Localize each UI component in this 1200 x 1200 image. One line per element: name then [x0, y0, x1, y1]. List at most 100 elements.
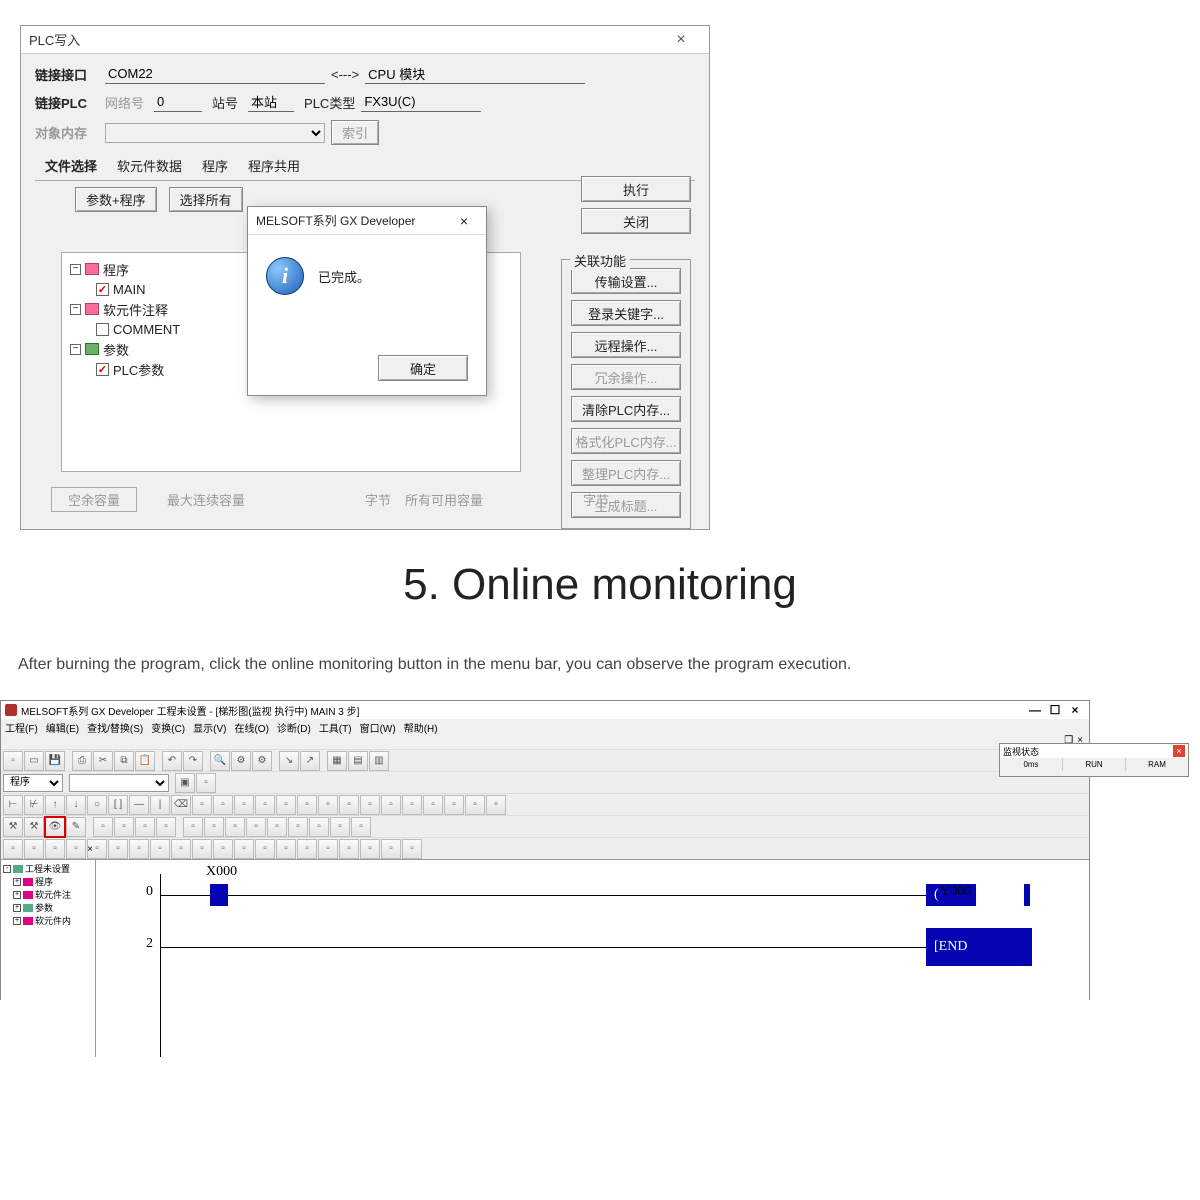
tree-item[interactable]: 软元件注	[35, 888, 71, 901]
tool-icon[interactable]: ▫	[276, 795, 296, 815]
tool-icon[interactable]: ▫	[196, 773, 216, 793]
tool-icon[interactable]: ▫	[351, 817, 371, 837]
register-keyword-button[interactable]: 登录关键字...	[571, 300, 681, 326]
tool-icon[interactable]: ▫	[255, 839, 275, 859]
free-capacity-button[interactable]: 空余容量	[51, 487, 137, 512]
menu-project[interactable]: 工程(F)	[5, 720, 38, 735]
transfer-settings-button[interactable]: 传输设置...	[571, 268, 681, 294]
tool-icon[interactable]: ⚙	[231, 751, 251, 771]
monitor-mode-icon[interactable]: 👁	[45, 817, 65, 837]
menu-window[interactable]: 窗口(W)	[360, 720, 396, 735]
tool-icon[interactable]: ▫	[276, 839, 296, 859]
menu-diagnostics[interactable]: 诊断(D)	[277, 720, 311, 735]
tool-icon[interactable]: ▫	[45, 839, 65, 859]
tool-icon[interactable]: ▫	[234, 795, 254, 815]
tree-leaf-plc-params[interactable]: PLC参数	[113, 360, 164, 379]
tool-icon[interactable]: ▫	[339, 795, 359, 815]
maximize-icon[interactable]: ☐	[1045, 703, 1065, 717]
target-input[interactable]	[365, 64, 585, 84]
end-instruction[interactable]: [END	[926, 928, 1032, 966]
tool-icon[interactable]: ▫	[288, 817, 308, 837]
tree-leaf-main[interactable]: MAIN	[113, 282, 146, 297]
expand-icon[interactable]: +	[13, 891, 21, 899]
undo-icon[interactable]: ↶	[162, 751, 182, 771]
clear-plc-memory-button[interactable]: 清除PLC内存...	[571, 396, 681, 422]
new-icon[interactable]: ▫	[3, 751, 23, 771]
close-button[interactable]: 关闭	[581, 208, 691, 234]
tool-icon[interactable]: ▫	[183, 817, 203, 837]
function-icon[interactable]: [ ]	[108, 795, 128, 815]
expand-icon[interactable]: −	[70, 264, 81, 275]
menu-find[interactable]: 查找/替换(S)	[87, 720, 143, 735]
print-icon[interactable]: ⎙	[72, 751, 92, 771]
paste-icon[interactable]: 📋	[135, 751, 155, 771]
remote-operation-button[interactable]: 远程操作...	[571, 332, 681, 358]
tool-icon[interactable]: ▫	[213, 795, 233, 815]
copy-icon[interactable]: ⧉	[114, 751, 134, 771]
menu-help[interactable]: 帮助(H)	[404, 720, 438, 735]
expand-icon[interactable]: −	[70, 344, 81, 355]
tool-icon[interactable]: ▫	[360, 839, 380, 859]
tree-item[interactable]: 参数	[35, 901, 53, 914]
tool-icon[interactable]: ▫	[108, 839, 128, 859]
menu-online[interactable]: 在线(O)	[234, 720, 268, 735]
tool-icon[interactable]: ▫	[225, 817, 245, 837]
execute-button[interactable]: 执行	[581, 176, 691, 202]
tab-program-common[interactable]: 程序共用	[238, 153, 310, 180]
contact-nc-icon[interactable]: ⊬	[24, 795, 44, 815]
redo-icon[interactable]: ↷	[183, 751, 203, 771]
tool-icon[interactable]: ⚙	[252, 751, 272, 771]
tool-icon[interactable]: ▫	[150, 839, 170, 859]
tool-icon[interactable]: ▫	[330, 817, 350, 837]
tab-file-select[interactable]: 文件选择	[35, 153, 107, 180]
checkbox-main[interactable]: ✓	[96, 283, 109, 296]
tree-root[interactable]: 工程未设置	[25, 862, 70, 875]
tool-icon[interactable]: ▥	[369, 751, 389, 771]
del-hline-icon[interactable]: ⌫	[171, 795, 191, 815]
tool-icon[interactable]: ▫	[381, 839, 401, 859]
menu-tools[interactable]: 工具(T)	[319, 720, 352, 735]
expand-icon[interactable]: +	[13, 878, 21, 886]
program-combo[interactable]: 程序	[3, 774, 63, 792]
build-icon[interactable]: ⚒	[3, 817, 23, 837]
tool-icon[interactable]: ▫	[93, 817, 113, 837]
expand-icon[interactable]: +	[13, 904, 21, 912]
network-input[interactable]	[154, 92, 202, 112]
tree-leaf-comment[interactable]: COMMENT	[113, 322, 180, 337]
menu-edit[interactable]: 编辑(E)	[46, 720, 79, 735]
tool-icon[interactable]: ▫	[267, 817, 287, 837]
tool-icon[interactable]: ▫	[24, 839, 44, 859]
tool-icon[interactable]: ▫	[246, 817, 266, 837]
expand-icon[interactable]: -	[3, 865, 11, 873]
tree-node-program[interactable]: 程序	[103, 260, 129, 279]
param-program-button[interactable]: 参数+程序	[75, 187, 157, 212]
save-icon[interactable]: 💾	[45, 751, 65, 771]
tool-icon[interactable]: ▫	[381, 795, 401, 815]
tree-node-params[interactable]: 参数	[103, 340, 129, 359]
tool-icon[interactable]: ▫	[3, 839, 23, 859]
checkbox-comment[interactable]	[96, 323, 109, 336]
tool-icon[interactable]: ▫	[114, 817, 134, 837]
expand-icon[interactable]: −	[70, 304, 81, 315]
tool-icon[interactable]: ▫	[339, 839, 359, 859]
tool-icon[interactable]: ▫	[402, 795, 422, 815]
tool-icon[interactable]: ▫	[297, 839, 317, 859]
info-modal-close-icon[interactable]: ×	[450, 213, 478, 229]
port-input[interactable]	[105, 64, 325, 84]
contact-p-icon[interactable]: ↑	[45, 795, 65, 815]
select-all-button[interactable]: 选择所有	[169, 187, 243, 212]
tool-icon[interactable]: ▫	[129, 839, 149, 859]
tree-item[interactable]: 软元件内	[35, 914, 71, 927]
tree-close-icon[interactable]: ×	[87, 844, 93, 855]
find-icon[interactable]: 🔍	[210, 751, 230, 771]
tool-icon[interactable]: ▫	[171, 839, 191, 859]
tool-icon[interactable]: ▤	[348, 751, 368, 771]
memory-select[interactable]	[105, 123, 325, 143]
tool-icon[interactable]: ▫	[444, 795, 464, 815]
station-input[interactable]	[248, 92, 294, 112]
monitor-write-icon[interactable]: ✎	[66, 817, 86, 837]
monitor-status-panel[interactable]: 监视状态× 0ms RUN RAM	[999, 743, 1189, 777]
hline-icon[interactable]: —	[129, 795, 149, 815]
dialog-close-icon[interactable]: ×	[661, 31, 701, 49]
plc-type-input[interactable]	[361, 92, 481, 112]
